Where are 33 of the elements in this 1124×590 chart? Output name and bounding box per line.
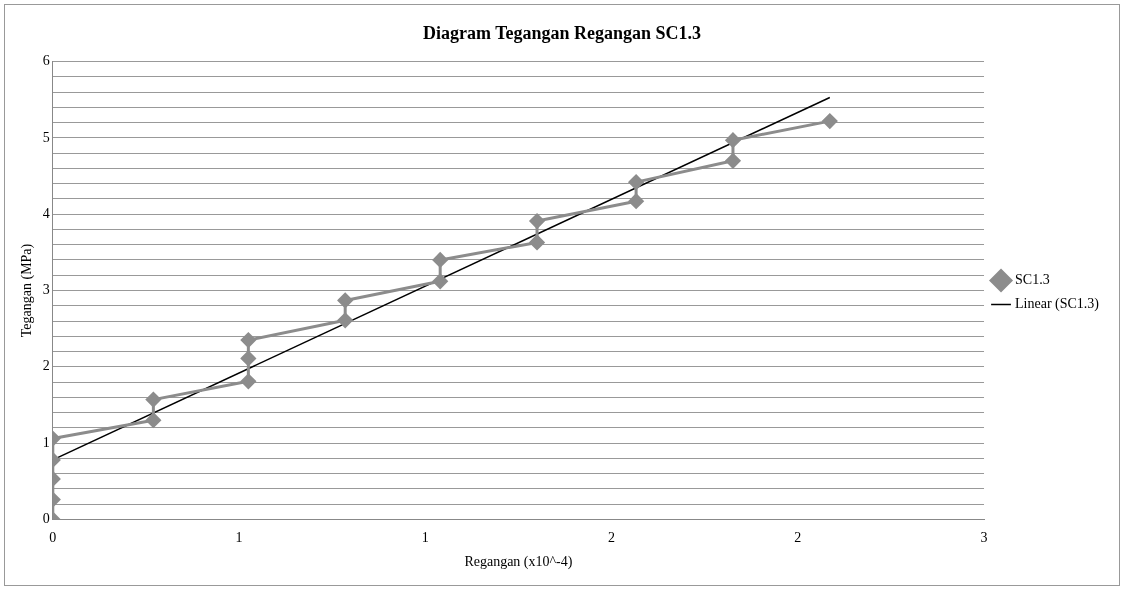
y-tick-label: 1 [42,434,50,450]
point [145,392,161,408]
x-tick-label: 2 [608,530,616,546]
x-tick-label: 1 [421,530,429,546]
point [337,292,353,308]
y-tick-label: 0 [42,511,50,527]
x-tick-label: 3 [980,530,988,546]
y-tick-label: 6 [42,53,50,69]
point [240,350,256,366]
x-tick-label: 2 [794,530,802,546]
point [628,174,644,190]
x-tick-label: 1 [235,530,243,546]
point [529,213,545,229]
point [432,252,448,268]
y-tick-label: 2 [42,358,50,374]
chart-title: Diagram Tegangan Regangan SC1.3 [422,23,702,44]
point [529,234,545,250]
y-tick-label: 3 [42,282,50,298]
point [822,113,838,129]
point [725,132,741,148]
y-tick-label: 5 [42,129,50,145]
legend-label: Linear (SC1.3) [1015,296,1100,313]
point [145,412,161,428]
point [725,153,741,169]
point [337,312,353,328]
x-axis-title: Regangan (x10^-4) [464,554,573,571]
y-axis-title: Tegangan (MPa) [19,243,36,338]
point [628,193,644,209]
point [240,373,256,389]
y-tick-label: 4 [42,205,50,221]
legend-label: SC1.3 [1015,272,1050,288]
point [240,332,256,348]
point [432,273,448,289]
